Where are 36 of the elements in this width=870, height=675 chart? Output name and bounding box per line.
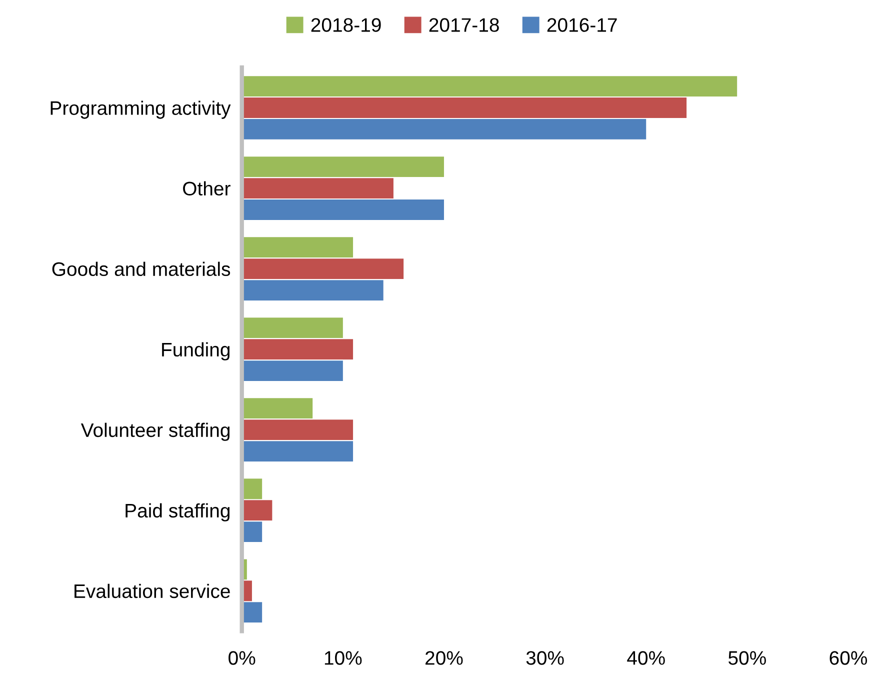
bar	[242, 478, 262, 500]
y-tick-label: Other	[183, 181, 230, 196]
bar	[242, 318, 343, 338]
bar	[242, 237, 354, 258]
x-tick-label: 0%	[228, 651, 256, 665]
y-tick-label: Goods and materials	[52, 262, 230, 276]
bar	[242, 360, 343, 381]
bar	[242, 420, 354, 440]
y-tick-label: Evaluation service	[74, 584, 230, 598]
bar	[242, 200, 444, 220]
x-tick-label: 50%	[728, 651, 766, 665]
y-tick-label: Paid staffing	[126, 503, 230, 522]
bar	[242, 522, 262, 542]
y-tick-label: Funding	[162, 342, 230, 360]
bar	[242, 76, 738, 96]
bar	[242, 602, 262, 623]
bar	[242, 280, 384, 300]
legend-label: 2016-17	[547, 18, 617, 32]
x-tick-label: 20%	[426, 651, 463, 665]
bar	[242, 119, 646, 140]
bar	[242, 500, 272, 521]
bar	[242, 156, 444, 178]
x-tick-label: 40%	[627, 651, 665, 665]
x-tick-label: 10%	[324, 651, 362, 665]
legend-label: 2017-18	[429, 18, 499, 32]
x-tick-label: 30%	[526, 651, 564, 665]
legend-label: 2018-19	[311, 18, 381, 32]
bar	[242, 339, 354, 360]
x-tick-label: 60%	[830, 651, 868, 665]
bar	[242, 98, 687, 118]
y-tick-label: Volunteer staffing	[80, 422, 230, 441]
bar	[242, 178, 394, 198]
bar	[242, 398, 313, 419]
bar	[242, 441, 354, 462]
bar	[242, 258, 404, 279]
y-tick-label: Programming activity	[50, 100, 231, 119]
